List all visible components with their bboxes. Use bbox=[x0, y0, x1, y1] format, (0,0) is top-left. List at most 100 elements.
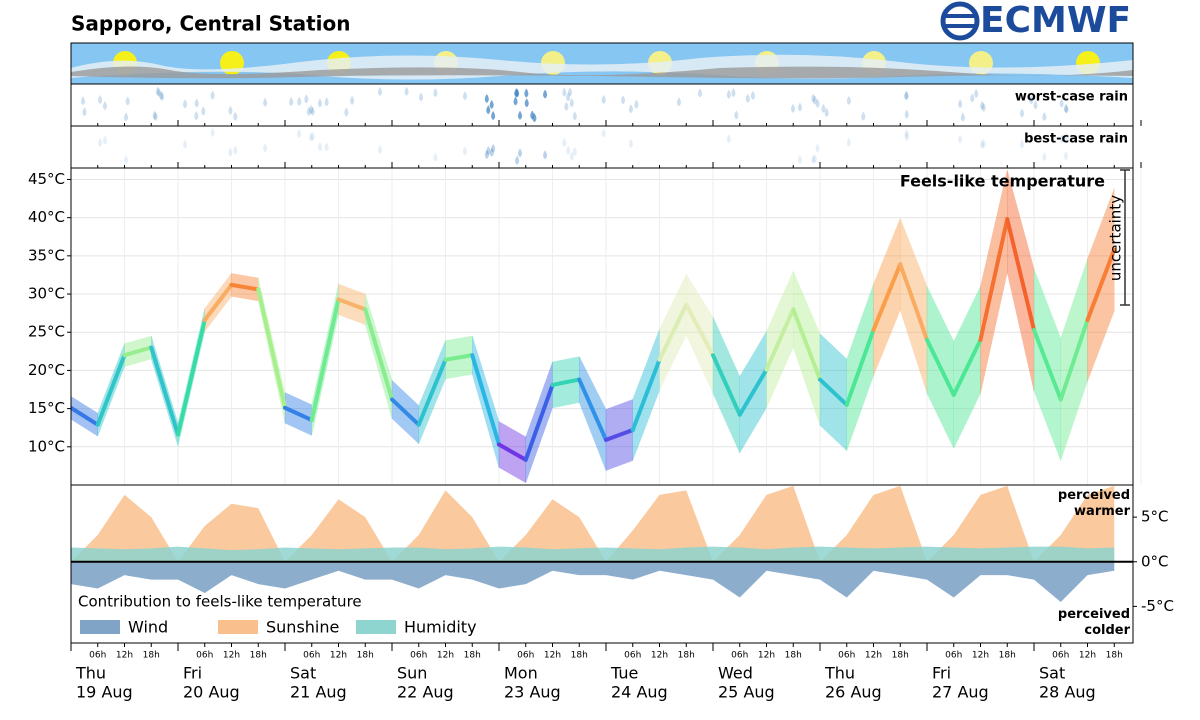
y-tick-label: 35°C bbox=[28, 246, 65, 264]
median-line bbox=[443, 353, 475, 362]
rain-drop bbox=[324, 142, 329, 152]
median-line bbox=[523, 382, 555, 462]
rain-drop bbox=[1042, 152, 1047, 162]
rain-drop bbox=[904, 129, 909, 139]
rain-drop bbox=[404, 86, 409, 96]
rain-drop bbox=[228, 147, 233, 157]
rain-drop bbox=[1029, 95, 1034, 105]
hour-label: 12h bbox=[330, 651, 347, 661]
legend-swatch bbox=[356, 620, 396, 634]
median-line bbox=[470, 353, 501, 447]
rain-drop bbox=[676, 97, 681, 107]
rain-drop bbox=[210, 128, 215, 138]
median-line bbox=[149, 345, 180, 437]
rain-drop bbox=[562, 87, 567, 97]
median-line bbox=[791, 307, 822, 382]
legend-label: Humidity bbox=[404, 618, 477, 637]
median-line bbox=[818, 377, 849, 407]
rain-drop bbox=[98, 95, 103, 105]
rain-drop bbox=[904, 90, 909, 100]
rain-drop bbox=[1063, 151, 1068, 161]
rain-drop bbox=[980, 139, 985, 149]
x-tick-label: 22 Aug bbox=[397, 683, 454, 702]
x-tick-label: Sat bbox=[1039, 664, 1065, 683]
sky-strip bbox=[71, 43, 1133, 84]
y-tick-label: 0°C bbox=[1141, 552, 1169, 570]
hour-label: 12h bbox=[544, 651, 561, 661]
rain-drop bbox=[568, 87, 573, 97]
rain-drop bbox=[489, 147, 494, 157]
rain-drop bbox=[543, 89, 548, 99]
hour-label: 18h bbox=[250, 651, 267, 661]
rain-drop bbox=[309, 132, 314, 142]
median-line bbox=[202, 282, 234, 323]
rain-drop bbox=[233, 145, 238, 155]
rain-drop bbox=[634, 99, 639, 109]
rain-drop bbox=[815, 98, 820, 108]
rain-drop bbox=[572, 111, 577, 121]
rain-drop bbox=[378, 144, 383, 154]
rain-drop bbox=[289, 97, 294, 107]
rain-drop bbox=[491, 143, 496, 153]
rain-drop bbox=[433, 88, 438, 98]
annotation: perceived colder bbox=[1057, 607, 1130, 638]
median-line bbox=[309, 297, 341, 423]
hour-label: 06h bbox=[731, 651, 748, 661]
rain-drop bbox=[310, 106, 315, 116]
rain-drop bbox=[846, 137, 851, 147]
rain-drop bbox=[156, 87, 161, 97]
chart-title: Feels-like temperature bbox=[900, 172, 1105, 191]
median-line bbox=[1058, 318, 1090, 402]
contribution-area bbox=[71, 546, 1115, 562]
rain-drop bbox=[562, 137, 567, 147]
x-tick-label: 24 Aug bbox=[611, 683, 668, 702]
hour-label: 18h bbox=[678, 651, 695, 661]
rain-drop bbox=[419, 92, 424, 102]
hour-label: 06h bbox=[517, 651, 534, 661]
rain-drop bbox=[310, 131, 315, 141]
hour-label: 12h bbox=[758, 651, 775, 661]
hour-label: 12h bbox=[651, 651, 668, 661]
rain-drop bbox=[210, 90, 215, 100]
legend-label: Sunshine bbox=[266, 618, 339, 637]
rain-drop bbox=[513, 96, 518, 106]
rain-drop bbox=[484, 93, 489, 103]
logo: ECMWF bbox=[940, 0, 1131, 41]
rain-drop bbox=[378, 86, 383, 96]
rain-drops bbox=[81, 86, 1069, 165]
rain-drop bbox=[811, 93, 816, 103]
rain-drop bbox=[81, 96, 86, 106]
x-tick-label: 25 Aug bbox=[718, 683, 775, 702]
x-tick-label: Tue bbox=[610, 664, 638, 683]
rain-drop bbox=[958, 99, 963, 109]
rain-drop bbox=[317, 98, 322, 108]
rain-drop bbox=[201, 106, 206, 116]
rain-drop bbox=[958, 134, 963, 144]
rain-drop bbox=[462, 91, 467, 101]
median-line bbox=[176, 318, 207, 437]
rain-drop bbox=[125, 96, 130, 106]
hour-label: 06h bbox=[945, 651, 962, 661]
median-line bbox=[764, 307, 796, 372]
rain-drop bbox=[745, 93, 750, 103]
median-line bbox=[1032, 327, 1063, 402]
rain-drop bbox=[306, 106, 311, 116]
rain-drop bbox=[324, 97, 329, 107]
median-line bbox=[256, 287, 287, 410]
rain-drop bbox=[628, 138, 633, 148]
x-tick-label: Wed bbox=[718, 664, 753, 683]
y-tick-label: 30°C bbox=[28, 285, 65, 303]
x-tick-label: Thu bbox=[824, 664, 855, 683]
rain-drop bbox=[726, 89, 731, 99]
rain-drop bbox=[524, 98, 529, 108]
rain-drop bbox=[309, 104, 314, 114]
rain-drop bbox=[233, 111, 238, 121]
rain-drop bbox=[183, 99, 188, 109]
rain-drop bbox=[155, 86, 160, 96]
rain-drop bbox=[228, 105, 233, 115]
x-tick-label: 23 Aug bbox=[504, 683, 561, 702]
rain-drop bbox=[981, 139, 986, 149]
rain-drop bbox=[102, 135, 107, 145]
rain-drop bbox=[731, 88, 736, 98]
